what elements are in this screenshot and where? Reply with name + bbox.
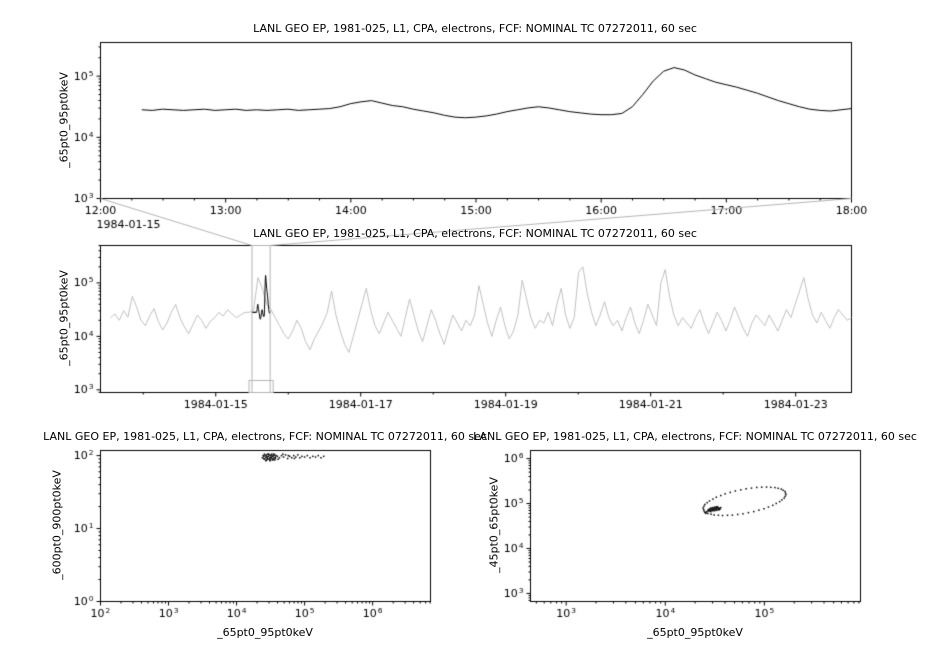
panel3-title: LANL GEO EP, 1981-025, L1, CPA, electron… xyxy=(43,430,487,443)
panel1-ylabel: _65pt0_95pt0keV xyxy=(57,72,71,168)
panel1-title: LANL GEO EP, 1981-025, L1, CPA, electron… xyxy=(253,22,697,35)
panel2-ylabel: _65pt0_95pt0keV xyxy=(57,270,71,366)
panel4-xlabel: _65pt0_95pt0keV xyxy=(647,626,743,639)
panel3-ylabel: _600pt0_900pt0keV xyxy=(50,470,64,580)
panel4-title: LANL GEO EP, 1981-025, L1, CPA, electron… xyxy=(473,430,917,443)
zoom-region-box[interactable] xyxy=(252,245,270,392)
panel2-title: LANL GEO EP, 1981-025, L1, CPA, electron… xyxy=(253,227,697,240)
panel4-ylabel: _45pt0_65pt0keV xyxy=(487,477,501,573)
panel3-xlabel: _65pt0_95pt0keV xyxy=(217,626,313,639)
